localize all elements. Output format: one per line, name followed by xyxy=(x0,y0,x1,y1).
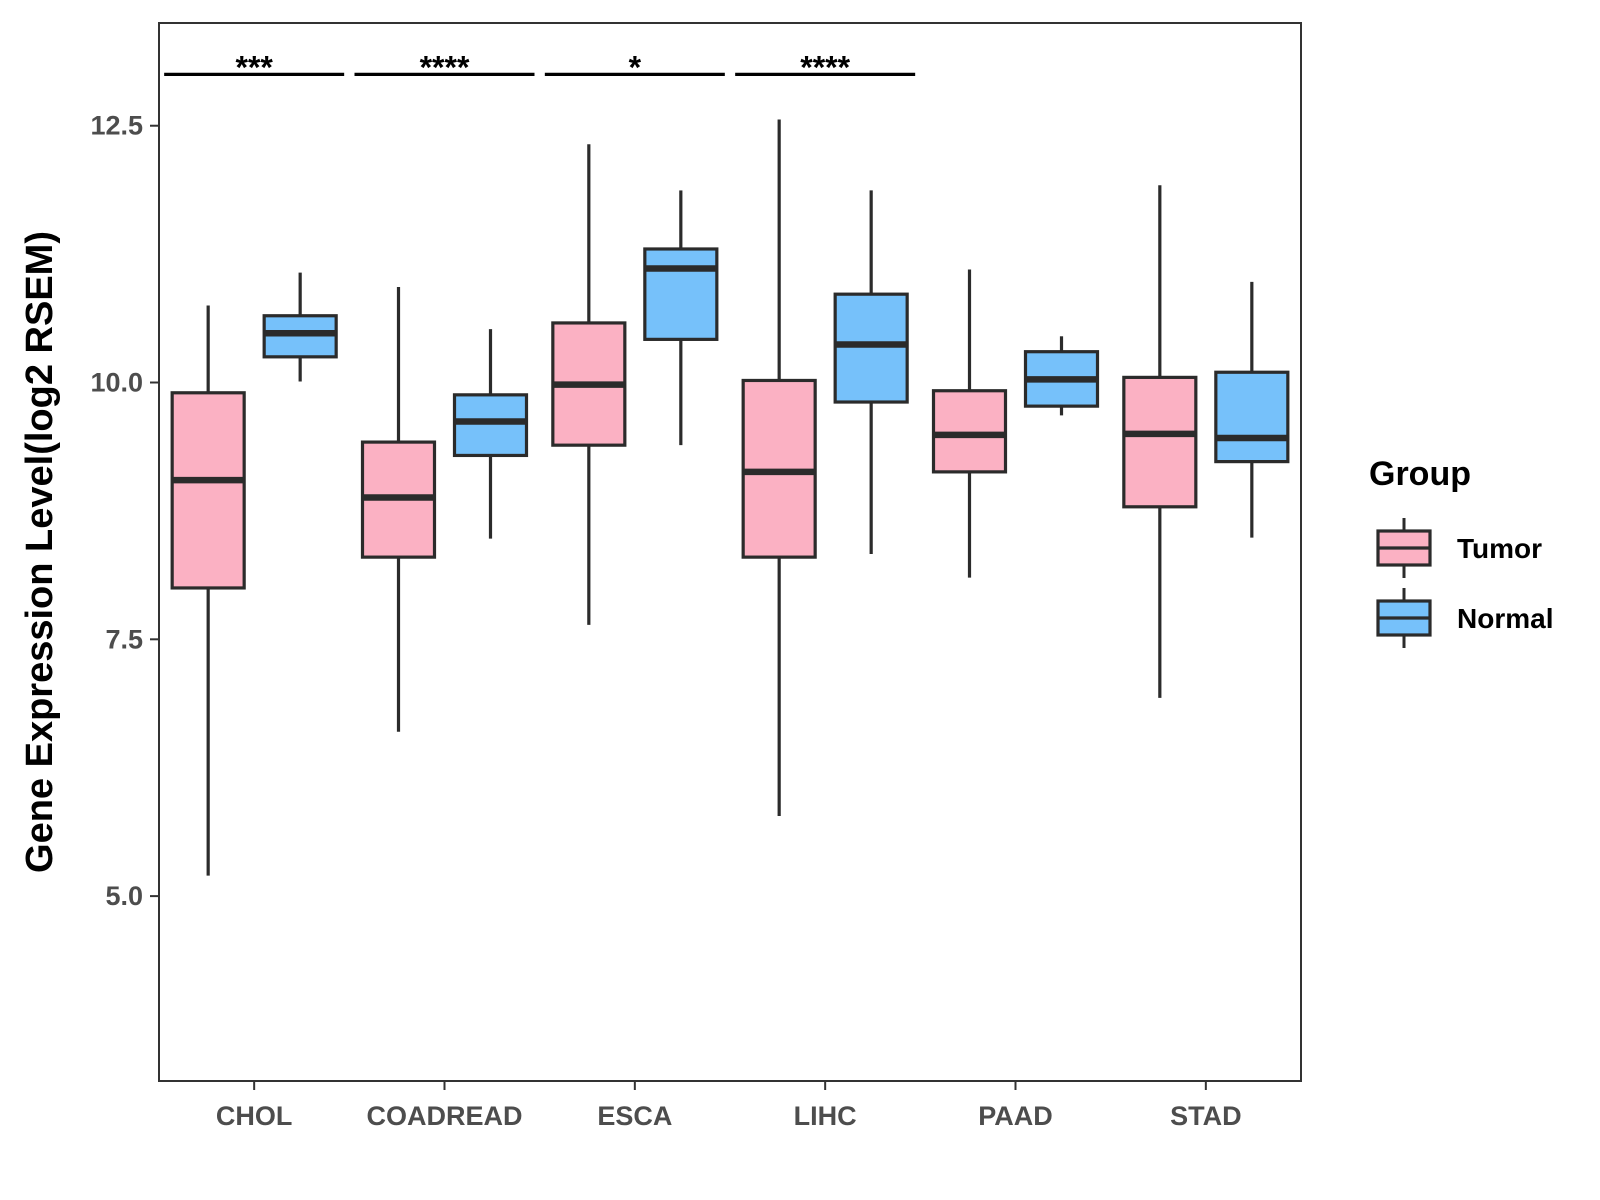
iqr-box xyxy=(1122,375,1198,509)
legend-label: Normal xyxy=(1457,603,1553,634)
x-tick-label-stad: STAD xyxy=(1170,1101,1242,1131)
legend-label: Tumor xyxy=(1457,533,1542,564)
legend-title: Group xyxy=(1369,455,1471,493)
x-tick-label-esca: ESCA xyxy=(597,1101,672,1131)
box-normal-lihc xyxy=(833,190,909,555)
significance-label: *** xyxy=(235,49,273,85)
box-normal-paad xyxy=(1023,336,1100,416)
y-tick-label: 7.5 xyxy=(105,624,143,654)
iqr-box xyxy=(833,292,909,404)
iqr-box xyxy=(170,391,246,590)
box-tumor-chol xyxy=(170,305,246,876)
box-normal-esca xyxy=(643,190,719,446)
x-axis: CHOL COADREAD ESCA LIHC PAAD STAD xyxy=(216,1081,1242,1131)
iqr-box xyxy=(643,247,719,341)
box-tumor-coadread xyxy=(360,286,437,732)
plot-panel xyxy=(158,22,1302,1082)
y-axis: 5.0 7.5 10.0 12.5 xyxy=(90,111,159,911)
significance-chol: *** xyxy=(164,49,345,85)
legend-item-tumor: Tumor xyxy=(1376,518,1542,578)
y-tick-label: 12.5 xyxy=(90,111,143,141)
box-layer xyxy=(170,119,1290,876)
significance-layer: *** **** * **** xyxy=(164,49,916,85)
y-tick-label: 5.0 xyxy=(105,881,143,911)
y-axis-title: Gene Expression Level(log2 RSEM) xyxy=(19,231,61,873)
iqr-box xyxy=(1214,370,1290,464)
box-tumor-stad xyxy=(1122,185,1198,698)
x-tick-label-paad: PAAD xyxy=(978,1101,1053,1131)
significance-lihc: **** xyxy=(735,49,916,85)
legend-item-normal: Normal xyxy=(1376,588,1553,648)
x-tick-label-coadread: COADREAD xyxy=(366,1101,522,1131)
significance-label: **** xyxy=(800,49,850,85)
x-tick-label-lihc: LIHC xyxy=(794,1101,857,1131)
box-normal-stad xyxy=(1214,281,1290,538)
significance-esca: * xyxy=(544,49,725,85)
y-tick-label: 10.0 xyxy=(90,368,143,398)
significance-label: * xyxy=(629,49,642,85)
box-normal-coadread xyxy=(452,329,529,539)
x-tick-label-chol: CHOL xyxy=(216,1101,293,1131)
box-normal-chol xyxy=(262,272,338,382)
legend: Group Tumor Normal xyxy=(1369,455,1553,648)
iqr-box xyxy=(452,393,529,458)
box-tumor-esca xyxy=(551,144,627,625)
iqr-box xyxy=(931,389,1008,474)
significance-label: **** xyxy=(420,49,470,85)
box-tumor-lihc xyxy=(741,119,817,816)
significance-coadread: **** xyxy=(354,49,535,85)
box-tumor-paad xyxy=(931,269,1008,578)
